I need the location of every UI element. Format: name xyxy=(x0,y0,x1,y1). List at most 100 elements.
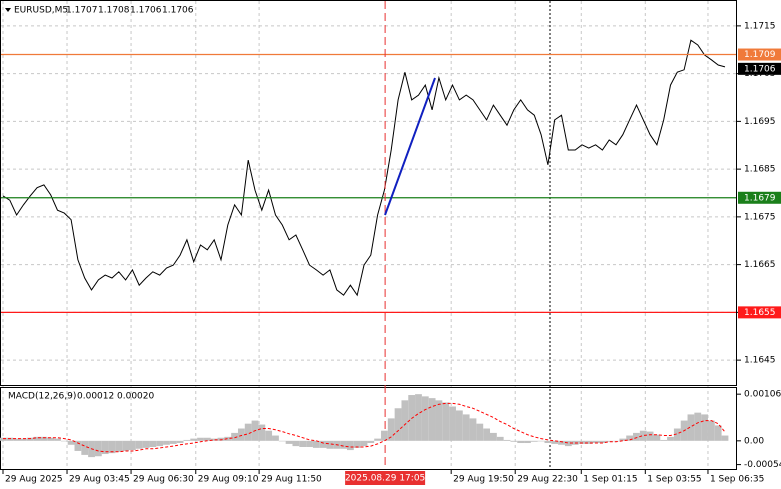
histogram-bar xyxy=(306,440,313,447)
price-pane xyxy=(0,0,737,386)
histogram-bar xyxy=(176,440,184,444)
histogram-bar xyxy=(667,436,674,441)
level-label: 1.1679 xyxy=(744,193,776,203)
histogram-bar xyxy=(394,408,402,441)
crosshair-label: 2025.08.29 17:05 xyxy=(345,474,425,484)
histogram-bar xyxy=(381,430,388,441)
ohlc-value: 1.1707 xyxy=(66,6,98,16)
level-label: 1.1709 xyxy=(744,50,776,60)
histogram-bar xyxy=(544,440,552,444)
histogram-bar xyxy=(490,432,497,441)
histogram-bar xyxy=(462,414,470,441)
histogram-bar xyxy=(299,440,307,447)
macd-title: MACD(12,26,9) xyxy=(8,392,76,402)
histogram-bar xyxy=(60,440,68,442)
level-label-box xyxy=(738,191,781,204)
histogram-bar xyxy=(530,440,538,442)
histogram-bar xyxy=(401,400,409,441)
histogram-bar xyxy=(340,440,347,449)
histogram-bar xyxy=(163,440,170,445)
ohlc-value: 1.1706 xyxy=(130,6,162,16)
y-tick-label: 1.1665 xyxy=(744,260,776,270)
y-tick-label: 1.1685 xyxy=(744,165,776,175)
labels: 1.17071.17081.17061.17061.17151.17051.16… xyxy=(2,6,781,485)
histogram-bar xyxy=(237,428,245,441)
histogram-bar xyxy=(197,437,204,441)
histogram-bar xyxy=(442,402,450,441)
histogram-bar xyxy=(20,438,27,441)
last-price-box xyxy=(738,62,781,75)
y-tick-label: 1.1675 xyxy=(744,212,776,222)
histogram-bar xyxy=(612,440,620,442)
histogram-bar xyxy=(626,435,634,441)
histogram-bar xyxy=(258,424,266,441)
histogram-bar xyxy=(646,431,654,441)
histogram-bar xyxy=(101,440,109,455)
histogram-bar xyxy=(517,440,525,444)
x-tick-label: 29 Aug 03:45 xyxy=(69,475,130,485)
histogram-bar xyxy=(115,440,123,452)
y-tick-label: 1.1715 xyxy=(744,21,776,31)
level-label-box xyxy=(738,48,781,61)
histogram-bar xyxy=(374,438,382,441)
histogram-bar xyxy=(707,420,715,441)
histogram-bar xyxy=(367,440,375,444)
histogram-bar xyxy=(476,423,484,441)
histogram-bar xyxy=(660,439,668,441)
histogram-bar xyxy=(142,440,150,448)
grid xyxy=(1,1,736,469)
histogram-bar xyxy=(415,394,422,441)
histogram-bar xyxy=(449,406,456,441)
histogram-bar xyxy=(244,423,252,441)
histogram-bar xyxy=(272,435,279,441)
histogram-bar xyxy=(319,440,327,448)
trend-line xyxy=(384,77,436,216)
level-label: 1.1655 xyxy=(744,308,776,318)
y-tick-label: -0.00054 xyxy=(744,460,781,470)
marks xyxy=(0,1,736,469)
histogram-bar xyxy=(551,440,559,444)
histogram-bar xyxy=(510,440,518,442)
histogram-bar xyxy=(558,440,565,445)
histogram-bar xyxy=(619,438,627,441)
histogram-bar xyxy=(265,430,273,441)
histogram-bar xyxy=(387,418,395,441)
histogram-bar xyxy=(694,412,702,441)
histogram-bar xyxy=(74,440,82,451)
x-tick-label: 29 Aug 11:50 xyxy=(261,475,322,485)
histogram-bar xyxy=(40,436,48,441)
histogram-bar xyxy=(129,440,136,451)
x-tick-label: 29 Aug 09:10 xyxy=(198,475,259,485)
histogram-bar xyxy=(585,440,593,444)
crosshair-label-box xyxy=(345,471,426,485)
histogram-bar xyxy=(469,418,477,441)
histogram-bar xyxy=(435,400,443,441)
histogram-bar xyxy=(81,440,89,455)
x-tick-label: 1 Sep 03:55 xyxy=(647,475,701,485)
histogram-bar xyxy=(108,440,116,454)
macd-pane xyxy=(0,387,737,470)
y-tick-label: 0.00 xyxy=(744,436,764,446)
ohlc-value: 1.1708 xyxy=(98,6,130,16)
x-tick-label: 29 Aug 06:30 xyxy=(133,475,194,485)
histogram-bar xyxy=(203,437,211,441)
histogram-bar xyxy=(122,440,130,451)
histogram-bar xyxy=(183,439,191,441)
histogram-bar xyxy=(94,440,102,457)
y-tick-label: 1.1645 xyxy=(744,356,776,366)
histogram-bar xyxy=(26,437,34,441)
histogram-bar xyxy=(231,432,238,441)
histogram-bar xyxy=(428,398,436,441)
histogram-bar xyxy=(673,428,681,441)
menu-arrow[interactable] xyxy=(5,8,11,12)
histogram-bar xyxy=(687,414,695,441)
histogram-bar xyxy=(224,436,232,441)
histogram-bar xyxy=(701,414,708,441)
histogram-bar xyxy=(13,438,21,441)
histogram-bar xyxy=(455,410,463,441)
histogram-bar xyxy=(598,440,606,444)
x-tick-label: 29 Aug 22:30 xyxy=(517,475,578,485)
y-tick-label: 0.00106 xyxy=(744,390,781,400)
